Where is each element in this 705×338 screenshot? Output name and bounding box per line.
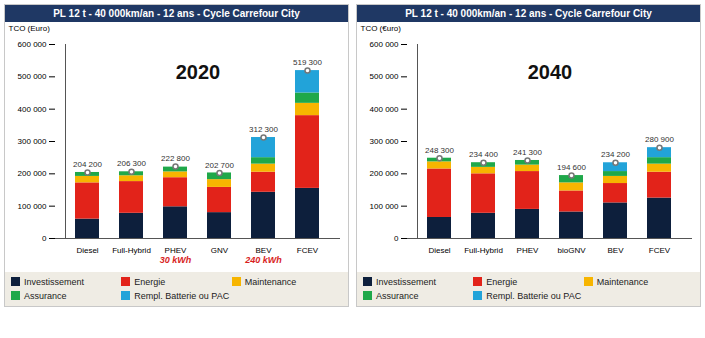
svg-text:Full-Hybrid: Full-Hybrid bbox=[112, 246, 151, 255]
svg-text:500 000: 500 000 bbox=[370, 72, 399, 81]
svg-text:200 000: 200 000 bbox=[18, 169, 47, 178]
svg-text:312 300: 312 300 bbox=[249, 125, 278, 134]
html-text:Assurance: Assurance bbox=[376, 291, 419, 301]
svg-text:PHEV: PHEV bbox=[164, 246, 187, 256]
svg-text:600 000: 600 000 bbox=[370, 40, 399, 49]
html-text:Assurance: Assurance bbox=[24, 291, 67, 301]
html-text:Maintenance: Maintenance bbox=[596, 277, 649, 287]
svg-text:Diesel: Diesel bbox=[428, 246, 450, 255]
svg-text:234 200: 234 200 bbox=[601, 150, 630, 159]
svg-text:222 800: 222 800 bbox=[161, 154, 190, 163]
svg-text:300 000: 300 000 bbox=[370, 137, 399, 146]
html-text:PL 12 t - 40 000km/an - 12 ans: PL 12 t - 40 000km/an - 12 ans - Cycle C… bbox=[405, 8, 652, 19]
html-text:PL 12 t - 40 000km/an - 12 ans: PL 12 t - 40 000km/an - 12 ans - Cycle C… bbox=[53, 8, 300, 19]
svg-text:TCO (Euro): TCO (Euro) bbox=[9, 24, 51, 33]
svg-text:204 200: 204 200 bbox=[73, 160, 102, 169]
svg-text:FCEV: FCEV bbox=[649, 246, 671, 255]
svg-text:500 000: 500 000 bbox=[18, 72, 47, 81]
svg-text:PHEV: PHEV bbox=[517, 246, 539, 255]
svg-text:234 400: 234 400 bbox=[469, 150, 498, 159]
svg-text:FCEV: FCEV bbox=[297, 246, 319, 255]
svg-text:100 000: 100 000 bbox=[370, 202, 399, 211]
html-text:Investissement: Investissement bbox=[376, 277, 436, 287]
html-text:Energie: Energie bbox=[134, 277, 166, 287]
svg-text:GNV: GNV bbox=[211, 246, 229, 255]
svg-text:0: 0 bbox=[394, 234, 399, 243]
html-text:Maintenance: Maintenance bbox=[244, 277, 297, 287]
html-text:Rempl. Batterie ou PAC: Rempl. Batterie ou PAC bbox=[134, 291, 230, 301]
svg-text:202 700: 202 700 bbox=[205, 161, 234, 170]
svg-text:241 300: 241 300 bbox=[513, 148, 542, 157]
svg-text:30 kWh: 30 kWh bbox=[160, 255, 192, 265]
svg-text:BEV: BEV bbox=[607, 246, 624, 255]
svg-text:Diesel: Diesel bbox=[76, 246, 98, 255]
html-text:Rempl. Batterie ou PAC: Rempl. Batterie ou PAC bbox=[486, 291, 582, 301]
svg-text:0: 0 bbox=[42, 234, 47, 243]
svg-text:Full-Hybrid: Full-Hybrid bbox=[464, 246, 503, 255]
svg-text:2020: 2020 bbox=[176, 61, 221, 83]
svg-text:206 300: 206 300 bbox=[117, 159, 146, 168]
svg-text:400 000: 400 000 bbox=[370, 105, 399, 114]
svg-text:600 000: 600 000 bbox=[18, 40, 47, 49]
html-text:Energie: Energie bbox=[486, 277, 518, 287]
svg-text:240 kWh: 240 kWh bbox=[244, 255, 282, 265]
svg-text:519 300: 519 300 bbox=[293, 58, 322, 67]
svg-text:200 000: 200 000 bbox=[370, 169, 399, 178]
svg-text:400 000: 400 000 bbox=[18, 105, 47, 114]
svg-text:bioGNV: bioGNV bbox=[557, 246, 586, 255]
html-text:Investissement: Investissement bbox=[24, 277, 84, 287]
svg-text:2040: 2040 bbox=[528, 61, 573, 83]
svg-text:248 300: 248 300 bbox=[425, 146, 454, 155]
svg-text:BEV: BEV bbox=[255, 246, 272, 256]
svg-text:TCO (€uro): TCO (€uro) bbox=[361, 24, 402, 33]
svg-text:194 600: 194 600 bbox=[557, 163, 586, 172]
svg-text:300 000: 300 000 bbox=[18, 137, 47, 146]
svg-text:100 000: 100 000 bbox=[18, 202, 47, 211]
svg-text:280 900: 280 900 bbox=[645, 135, 674, 144]
